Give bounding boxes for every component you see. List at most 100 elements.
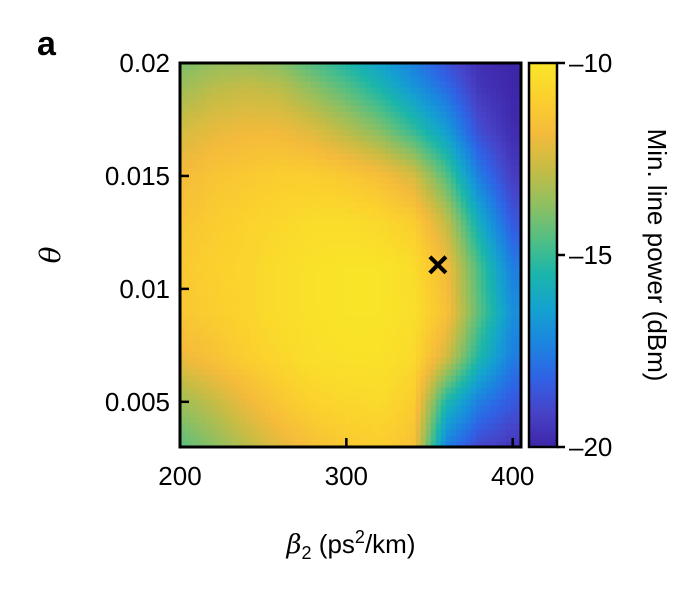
heatmap-cell — [355, 393, 362, 400]
heatmap-cell — [455, 69, 462, 76]
heatmap-cell — [345, 177, 352, 184]
y-tick-label: 0.01 — [119, 274, 170, 304]
heatmap-cell — [450, 273, 457, 280]
heatmap-cell — [245, 105, 251, 112]
heatmap-cell — [410, 441, 417, 447]
heatmap-cell — [230, 123, 236, 130]
heatmap-cell — [465, 303, 472, 310]
heatmap-cell — [310, 255, 316, 262]
heatmap-cell — [415, 243, 422, 250]
heatmap-cell — [450, 99, 457, 106]
heatmap-cell — [305, 141, 311, 148]
heatmap-cell — [465, 135, 472, 142]
heatmap-cell — [305, 153, 311, 160]
heatmap-cell — [205, 69, 211, 76]
heatmap-cell — [470, 303, 477, 310]
heatmap-cell — [250, 261, 256, 268]
heatmap-cell — [235, 357, 241, 364]
heatmap-cell — [190, 273, 196, 280]
heatmap-cell — [415, 399, 422, 406]
heatmap-cell — [480, 399, 487, 406]
heatmap-cell — [365, 399, 372, 406]
heatmap-cell — [230, 105, 236, 112]
heatmap-cell — [180, 237, 186, 244]
heatmap-cell — [235, 117, 241, 124]
heatmap-cell — [190, 303, 196, 310]
heatmap-cell — [320, 243, 327, 250]
heatmap-cell — [490, 363, 497, 370]
heatmap-cell — [345, 267, 352, 274]
heatmap-cell — [370, 93, 377, 100]
heatmap-cell — [435, 387, 442, 394]
heatmap-cell — [510, 249, 517, 256]
heatmap-cell — [210, 387, 216, 394]
heatmap-cell — [330, 63, 337, 70]
heatmap-cell — [270, 285, 276, 292]
heatmap-cell — [395, 291, 402, 298]
heatmap-cell — [315, 81, 322, 88]
heatmap-cell — [285, 243, 291, 250]
heatmap-cell — [430, 117, 437, 124]
heatmap-cell — [495, 105, 502, 112]
heatmap-cell — [410, 189, 417, 196]
heatmap-cell — [490, 99, 497, 106]
heatmap-cell — [400, 111, 407, 118]
heatmap-cell — [395, 249, 402, 256]
heatmap-cell — [385, 231, 392, 238]
heatmap-cell — [355, 129, 362, 136]
heatmap-cell — [420, 405, 427, 412]
heatmap-cell — [260, 117, 266, 124]
heatmap-cell — [215, 87, 221, 94]
heatmap-cell — [445, 147, 452, 154]
heatmap-cell — [440, 435, 447, 442]
heatmap-cell — [330, 111, 337, 118]
heatmap-cell — [405, 75, 412, 82]
heatmap-cell — [310, 315, 316, 322]
heatmap-cell — [200, 159, 206, 166]
heatmap-cell — [210, 225, 216, 232]
heatmap-cell — [315, 135, 322, 142]
heatmap-cell — [325, 135, 332, 142]
heatmap-cell — [275, 165, 281, 172]
heatmap-cell — [235, 153, 241, 160]
heatmap-cell — [475, 387, 482, 394]
heatmap-cell — [230, 381, 236, 388]
heatmap-cell — [255, 189, 261, 196]
heatmap-cell — [265, 267, 271, 274]
heatmap-cell — [315, 387, 322, 394]
heatmap-cell — [340, 411, 347, 418]
heatmap-cell — [460, 285, 467, 292]
heatmap-cell — [185, 411, 191, 418]
heatmap-cell — [235, 429, 241, 436]
heatmap-cell — [215, 267, 221, 274]
heatmap-cell — [275, 285, 281, 292]
heatmap-cell — [430, 99, 437, 106]
heatmap-cell — [355, 441, 362, 447]
heatmap-cell — [215, 375, 221, 382]
heatmap-cell — [340, 303, 347, 310]
heatmap-cell — [245, 411, 251, 418]
heatmap-cell — [355, 171, 362, 178]
heatmap-cell — [220, 183, 226, 190]
heatmap-cell — [190, 339, 196, 346]
heatmap-cell — [330, 183, 337, 190]
heatmap-cell — [505, 225, 512, 232]
heatmap-cell — [280, 63, 286, 70]
heatmap-cell — [205, 291, 211, 298]
heatmap-cell — [325, 381, 332, 388]
heatmap-cell — [285, 255, 291, 262]
heatmap-cell — [220, 129, 226, 136]
heatmap-cell — [310, 159, 316, 166]
heatmap-cell — [260, 75, 266, 82]
heatmap-cell — [285, 105, 291, 112]
heatmap-cell — [235, 201, 241, 208]
heatmap-cell — [430, 333, 437, 340]
heatmap-cell — [275, 399, 281, 406]
heatmap-cell — [375, 117, 382, 124]
heatmap-cell — [215, 117, 221, 124]
heatmap-cell — [445, 129, 452, 136]
heatmap-cell — [475, 153, 482, 160]
heatmap-cell — [405, 387, 412, 394]
heatmap-cell — [405, 303, 412, 310]
heatmap-cell — [445, 339, 452, 346]
